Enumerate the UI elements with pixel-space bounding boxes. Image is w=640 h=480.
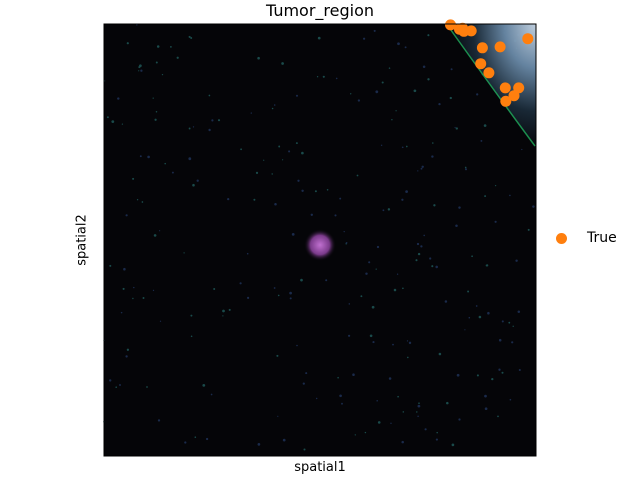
scatter-point bbox=[522, 33, 534, 45]
purple-blob bbox=[304, 229, 336, 261]
legend-label-true: True bbox=[587, 230, 617, 246]
scatter-point bbox=[457, 22, 469, 34]
scatter-point bbox=[475, 58, 487, 70]
scatter-point bbox=[494, 41, 506, 53]
scatter-point bbox=[508, 90, 520, 102]
scatter-point bbox=[500, 95, 512, 107]
scatter-point bbox=[445, 19, 456, 31]
legend: True bbox=[556, 230, 617, 246]
chart-title: Tumor_region bbox=[265, 1, 375, 20]
scatter-point bbox=[465, 25, 477, 37]
scatter-point bbox=[476, 42, 488, 54]
legend-marker bbox=[556, 232, 567, 244]
scatter-point bbox=[499, 82, 511, 94]
tissue-edge bbox=[447, 25, 536, 147]
axes-frame bbox=[103, 23, 537, 457]
scatter-point bbox=[483, 67, 495, 79]
x-axis-label: spatial1 bbox=[294, 460, 346, 475]
